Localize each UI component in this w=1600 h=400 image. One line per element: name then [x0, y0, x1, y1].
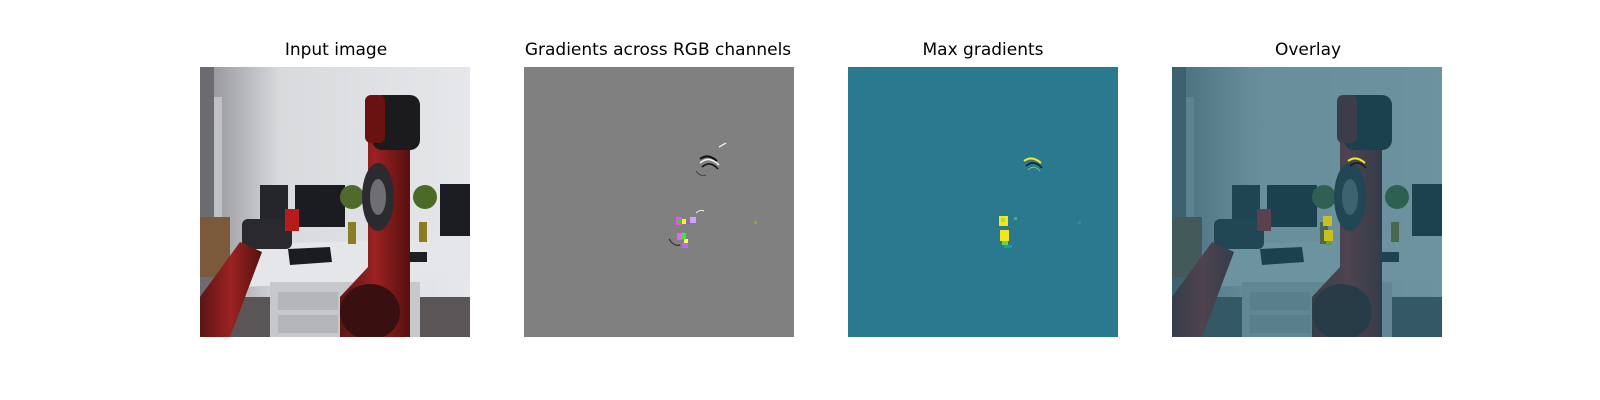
- max-gradients-map: [848, 67, 1118, 337]
- input-image: [200, 67, 470, 337]
- panel-title-max-gradients: Max gradients: [922, 40, 1044, 60]
- panel-title-rgb-gradients: Gradients across RGB channels: [524, 40, 792, 60]
- overlay-image: [1172, 67, 1442, 337]
- rgb-gradients-map: [524, 67, 794, 337]
- panel-title-overlay: Overlay: [1274, 40, 1342, 60]
- panel-title-input: Input image: [284, 40, 388, 60]
